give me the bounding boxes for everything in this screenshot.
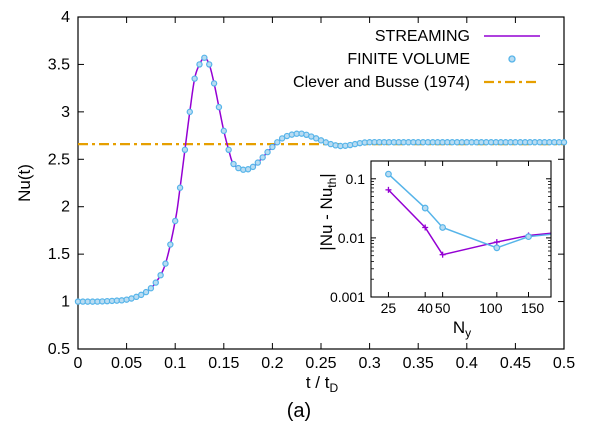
finite-volume-point xyxy=(157,271,164,279)
inset-x-tick-label: 40 xyxy=(417,300,433,316)
finite-volume-point xyxy=(215,103,223,111)
inset-x-tick-label: 25 xyxy=(381,300,397,316)
finite-volume-point xyxy=(264,148,271,156)
finite-volume-point xyxy=(181,146,189,153)
inset-point-finite-volume xyxy=(525,233,532,241)
finite-volume-point xyxy=(254,159,262,166)
finite-volume-point xyxy=(274,139,281,146)
inset-frame xyxy=(370,160,552,298)
inset-x-tick-label: 100 xyxy=(479,300,503,316)
finite-volume-point xyxy=(259,154,266,161)
inset-x-tick-label: 150 xyxy=(521,300,545,316)
finite-volume-point xyxy=(230,160,237,168)
finite-volume-point xyxy=(269,143,276,151)
inset-x-tick-label: 50 xyxy=(435,300,451,316)
inset-x-axis-label: Ny xyxy=(453,318,471,340)
x-tick-label: 0.15 xyxy=(208,355,239,372)
inset-axes: 25 40 50 100 150 0.001 0.01 0.1 xyxy=(330,161,551,316)
inset-line-finite-volume xyxy=(387,173,552,249)
finite-volume-point xyxy=(152,279,159,286)
finite-volume-point xyxy=(147,285,155,292)
inset-background xyxy=(371,161,551,297)
inset-y-axis-label: |Nu - Nuth| xyxy=(317,173,339,250)
y-tick-label: 3.5 xyxy=(48,56,70,73)
inset-y-tick-label: 0.001 xyxy=(330,289,365,305)
finite-volume-point xyxy=(210,80,218,87)
inset-y-tick-label: 0.01 xyxy=(338,230,365,246)
x-tick-label: 0.4 xyxy=(456,355,478,372)
finite-volume-point xyxy=(137,291,145,299)
x-tick-label: 0.3 xyxy=(358,355,380,372)
finite-volume-point xyxy=(191,75,198,82)
finite-volume-point xyxy=(244,166,252,173)
finite-volume-point xyxy=(278,135,286,142)
inset-point-finite-volume xyxy=(385,170,392,178)
x-tick-label: 0.1 xyxy=(164,355,186,372)
inset-series xyxy=(385,170,552,258)
inset-y-tick-label: 0.1 xyxy=(346,171,366,187)
finite-volume-point xyxy=(162,260,169,267)
finite-volume-point xyxy=(167,241,174,248)
x-tick-label: 0.45 xyxy=(500,355,531,372)
y-tick-label: 3 xyxy=(61,104,70,121)
figure-caption: (a) xyxy=(287,400,311,422)
finite-volume-point xyxy=(249,163,257,171)
inset-point-finite-volume xyxy=(421,204,429,212)
finite-volume-point xyxy=(560,139,568,146)
main-series xyxy=(74,54,568,305)
legend: STREAMING FINITE VOLUME Clever and Busse… xyxy=(293,28,540,91)
finite-volume-point xyxy=(142,288,150,296)
inset-point-finite-volume xyxy=(493,244,501,252)
legend-swatch-finite-volume xyxy=(508,55,516,63)
x-tick-label: 0 xyxy=(74,355,83,372)
y-tick-label: 2.5 xyxy=(48,151,70,168)
x-tick-label: 0.05 xyxy=(111,355,142,372)
y-tick-label: 1 xyxy=(61,294,70,311)
main-x-axis-label: t / tD xyxy=(306,373,339,395)
legend-label-finite-volume: FINITE VOLUME xyxy=(347,51,470,68)
finite-volume-point xyxy=(176,184,184,191)
y-tick-label: 1.5 xyxy=(48,246,70,263)
y-tick-label: 0.5 xyxy=(48,341,70,358)
finite-volume-point xyxy=(201,54,208,61)
x-tick-label: 0.25 xyxy=(305,355,336,372)
legend-label-streaming: STREAMING xyxy=(375,28,470,45)
finite-volume-point xyxy=(220,127,227,135)
x-tick-label: 0.2 xyxy=(261,355,283,372)
finite-volume-point xyxy=(171,217,179,225)
main-axes: 0 0.05 0.1 0.15 0.2 0.25 0.3 0.35 0.4 0.45 0.5 0.5 1… xyxy=(48,9,575,372)
y-tick-label: 2 xyxy=(61,199,70,216)
inset-point-finite-volume xyxy=(439,224,447,231)
finite-volume-point xyxy=(225,146,232,153)
finite-volume-point xyxy=(186,108,193,116)
x-tick-label: 0.5 xyxy=(553,355,575,372)
y-tick-label: 4 xyxy=(61,9,70,26)
legend-label-clever-busse: Clever and Busse (1974) xyxy=(293,74,470,91)
finite-volume-point xyxy=(196,61,203,68)
main-y-axis-label: Nu(t) xyxy=(15,164,34,202)
finite-volume-point xyxy=(206,61,213,68)
inset-line-streaming xyxy=(387,189,552,256)
x-tick-label: 0.35 xyxy=(403,355,434,372)
